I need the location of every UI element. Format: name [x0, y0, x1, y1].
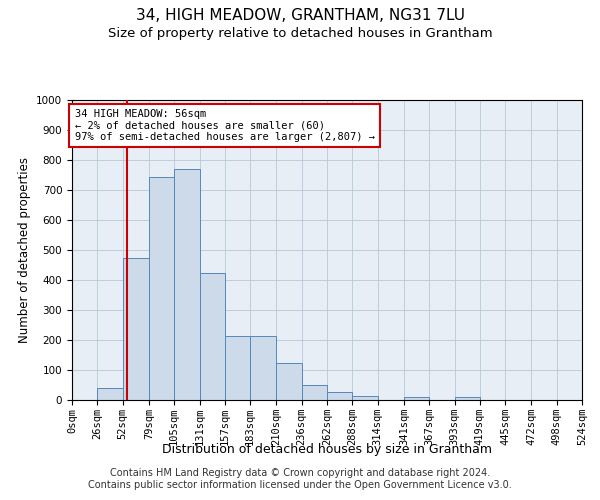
- Bar: [149, 176, 174, 400]
- Bar: [455, 397, 480, 400]
- Y-axis label: Number of detached properties: Number of detached properties: [17, 157, 31, 343]
- Bar: [250, 336, 277, 400]
- Text: Size of property relative to detached houses in Grantham: Size of property relative to detached ho…: [107, 28, 493, 40]
- Bar: [302, 385, 327, 400]
- Text: 34, HIGH MEADOW, GRANTHAM, NG31 7LU: 34, HIGH MEADOW, GRANTHAM, NG31 7LU: [136, 8, 464, 22]
- Text: Contains public sector information licensed under the Open Government Licence v3: Contains public sector information licen…: [88, 480, 512, 490]
- Bar: [277, 362, 302, 400]
- Bar: [122, 258, 149, 400]
- Bar: [199, 272, 225, 400]
- Bar: [174, 169, 200, 400]
- Bar: [97, 388, 122, 400]
- Text: Contains HM Land Registry data © Crown copyright and database right 2024.: Contains HM Land Registry data © Crown c…: [110, 468, 490, 477]
- Bar: [352, 396, 377, 400]
- Text: 34 HIGH MEADOW: 56sqm
← 2% of detached houses are smaller (60)
97% of semi-detac: 34 HIGH MEADOW: 56sqm ← 2% of detached h…: [74, 109, 374, 142]
- Bar: [327, 392, 352, 400]
- Bar: [225, 336, 250, 400]
- Text: Distribution of detached houses by size in Grantham: Distribution of detached houses by size …: [162, 442, 492, 456]
- Bar: [404, 397, 429, 400]
